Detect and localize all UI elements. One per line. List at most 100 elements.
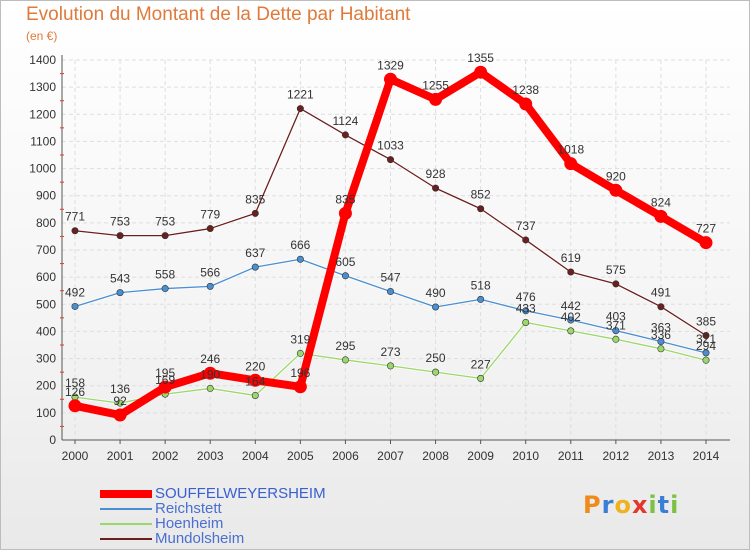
data-point-souffelweyersheim bbox=[113, 408, 127, 422]
data-point-reichstett bbox=[657, 337, 665, 345]
y-tick-label: 1200 bbox=[29, 107, 56, 121]
data-label-souffelweyersheim: 126 bbox=[65, 385, 85, 399]
legend-item: Mundolsheim bbox=[100, 531, 326, 546]
legend-label: Reichstett bbox=[155, 500, 222, 517]
data-label-mundolsheim: 1033 bbox=[377, 139, 404, 153]
data-point-hoenheim bbox=[432, 368, 440, 376]
data-label-souffelweyersheim: 246 bbox=[200, 352, 220, 366]
x-tick-label: 2006 bbox=[332, 449, 359, 463]
data-label-reichstett: 558 bbox=[155, 268, 175, 282]
data-label-souffelweyersheim: 92 bbox=[113, 394, 127, 408]
legend-swatch bbox=[100, 522, 152, 525]
data-label-mundolsheim: 852 bbox=[471, 188, 491, 202]
x-tick-label: 2014 bbox=[693, 449, 720, 463]
data-point-reichstett bbox=[161, 285, 169, 293]
data-label-mundolsheim: 835 bbox=[245, 192, 265, 206]
data-label-souffelweyersheim: 1329 bbox=[377, 58, 404, 72]
y-tick-label: 600 bbox=[36, 270, 56, 284]
data-point-mundolsheim bbox=[386, 156, 394, 164]
data-label-mundolsheim: 779 bbox=[200, 208, 220, 222]
data-point-hoenheim bbox=[386, 362, 394, 370]
legend-label: Hoenheim bbox=[155, 515, 224, 532]
data-label-reichstett: 666 bbox=[290, 238, 310, 252]
data-label-souffelweyersheim: 220 bbox=[245, 359, 265, 373]
data-point-mundolsheim bbox=[567, 268, 575, 276]
data-point-souffelweyersheim bbox=[248, 373, 262, 387]
data-point-souffelweyersheim bbox=[609, 183, 623, 197]
data-point-hoenheim bbox=[477, 374, 485, 382]
data-label-hoenheim: 190 bbox=[200, 367, 220, 381]
data-point-souffelweyersheim bbox=[429, 92, 443, 106]
data-point-reichstett bbox=[116, 289, 124, 297]
x-tick-label: 2005 bbox=[287, 449, 314, 463]
y-tick-label: 200 bbox=[36, 379, 56, 393]
data-label-hoenheim: 433 bbox=[516, 301, 536, 315]
logo-letter: t bbox=[657, 491, 671, 519]
data-point-hoenheim bbox=[341, 356, 349, 364]
data-point-reichstett bbox=[386, 288, 394, 296]
data-point-souffelweyersheim bbox=[293, 380, 307, 394]
data-point-mundolsheim bbox=[251, 209, 259, 217]
data-point-souffelweyersheim bbox=[654, 209, 668, 223]
data-point-reichstett bbox=[206, 282, 214, 290]
logo-letter: i bbox=[670, 491, 680, 519]
data-label-reichstett: 403 bbox=[606, 310, 626, 324]
y-tick-label: 700 bbox=[36, 243, 56, 257]
data-label-hoenheim: 169 bbox=[155, 373, 175, 387]
data-label-hoenheim: 295 bbox=[335, 339, 355, 353]
data-label-reichstett: 566 bbox=[200, 265, 220, 279]
data-point-reichstett bbox=[432, 303, 440, 311]
data-point-reichstett bbox=[522, 307, 530, 315]
data-point-souffelweyersheim bbox=[338, 206, 352, 220]
data-point-hoenheim bbox=[206, 384, 214, 392]
data-label-mundolsheim: 928 bbox=[426, 167, 446, 181]
y-tick-label: 0 bbox=[49, 433, 56, 447]
data-label-mundolsheim: 491 bbox=[651, 286, 671, 300]
data-label-souffelweyersheim: 1355 bbox=[467, 51, 494, 65]
data-label-souffelweyersheim: 195 bbox=[155, 366, 175, 380]
data-label-reichstett: 518 bbox=[471, 278, 491, 292]
data-point-hoenheim bbox=[296, 349, 304, 357]
data-label-mundolsheim: 737 bbox=[516, 219, 536, 233]
data-label-mundolsheim: 1221 bbox=[287, 88, 314, 102]
data-point-mundolsheim bbox=[116, 232, 124, 240]
x-tick-label: 2011 bbox=[558, 449, 584, 463]
data-point-souffelweyersheim bbox=[68, 399, 82, 413]
legend: SOUFFELWEYERSHEIM Reichstett Hoenheim Mundo… bbox=[100, 486, 326, 546]
data-label-hoenheim: 227 bbox=[471, 357, 491, 371]
data-point-reichstett bbox=[71, 302, 79, 310]
legend-swatch bbox=[100, 489, 152, 498]
data-label-souffelweyersheim: 1238 bbox=[512, 83, 539, 97]
y-tick-label: 400 bbox=[36, 324, 56, 338]
data-label-reichstett: 605 bbox=[335, 255, 355, 269]
data-point-reichstett bbox=[251, 263, 259, 271]
legend-item: Hoenheim bbox=[100, 516, 326, 531]
data-point-mundolsheim bbox=[296, 105, 304, 113]
chart-title: Evolution du Montant de la Dette par Hab… bbox=[26, 4, 411, 25]
data-label-souffelweyersheim: 1018 bbox=[557, 143, 584, 157]
data-label-reichstett: 476 bbox=[516, 290, 536, 304]
data-label-reichstett: 490 bbox=[426, 286, 446, 300]
legend-item: SOUFFELWEYERSHEIM bbox=[100, 486, 326, 501]
data-point-reichstett bbox=[612, 327, 620, 335]
data-point-mundolsheim bbox=[432, 184, 440, 192]
x-tick-label: 2000 bbox=[62, 449, 89, 463]
x-tick-label: 2001 bbox=[107, 449, 134, 463]
data-point-reichstett bbox=[341, 272, 349, 280]
chart-subtitle: (en €) bbox=[26, 29, 58, 43]
x-tick-label: 2002 bbox=[152, 449, 179, 463]
data-point-hoenheim bbox=[657, 345, 665, 353]
data-label-reichstett: 492 bbox=[65, 285, 85, 299]
data-label-souffelweyersheim: 920 bbox=[606, 169, 626, 183]
data-point-reichstett bbox=[477, 295, 485, 303]
data-label-hoenheim: 336 bbox=[651, 328, 671, 342]
data-point-mundolsheim bbox=[477, 205, 485, 213]
data-label-souffelweyersheim: 1255 bbox=[422, 78, 449, 92]
x-tick-label: 2003 bbox=[197, 449, 224, 463]
data-point-mundolsheim bbox=[612, 280, 620, 288]
data-label-reichstett: 547 bbox=[380, 271, 400, 285]
logo-letter: o bbox=[614, 491, 632, 519]
data-point-hoenheim bbox=[702, 356, 710, 364]
data-label-reichstett: 442 bbox=[561, 299, 581, 313]
